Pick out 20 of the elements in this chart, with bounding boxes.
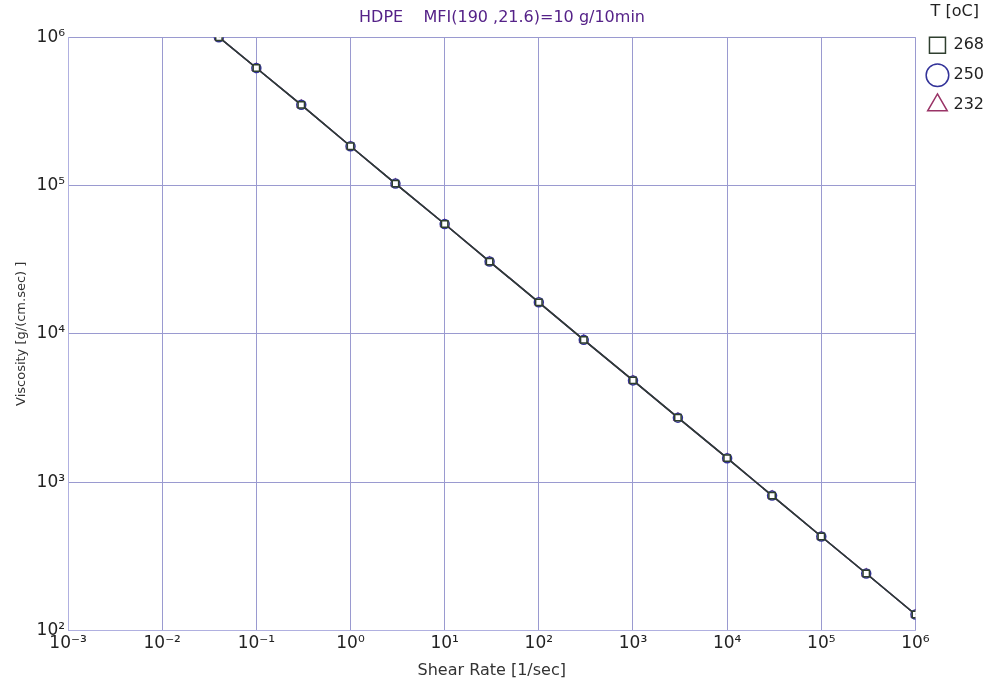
y-axis-title: Viscosity [g/(cm.sec) ] <box>13 261 29 406</box>
chart-title: HDPE MFI(190 ,21.6)=10 g/10min <box>359 6 645 26</box>
x-tick-label: 10⁴ <box>712 632 742 653</box>
legend-title: T [oC] <box>929 1 979 21</box>
x-axis-title: Shear Rate [1/sec] <box>417 659 566 679</box>
y-tick-label: 10⁵ <box>36 173 66 194</box>
x-tick-label: 10¹ <box>430 632 459 653</box>
x-tick-label: 10⁶ <box>901 632 930 653</box>
x-tick-label: 10⁻¹ <box>237 632 276 653</box>
x-tick-label: 10⁰ <box>336 632 365 653</box>
y-tick-label: 10⁴ <box>36 322 66 343</box>
x-tick-label: 10² <box>524 632 554 653</box>
y-tick-label: 10³ <box>36 470 66 491</box>
x-tick-label: 10⁵ <box>807 632 836 653</box>
y-tick-label: 10⁶ <box>36 25 66 46</box>
x-tick-label: 10³ <box>618 632 648 653</box>
legend-label: 232 <box>953 94 985 114</box>
legend-label: 250 <box>953 64 985 84</box>
legend-label: 268 <box>953 34 985 54</box>
x-tick-label: 10⁻² <box>143 632 181 653</box>
